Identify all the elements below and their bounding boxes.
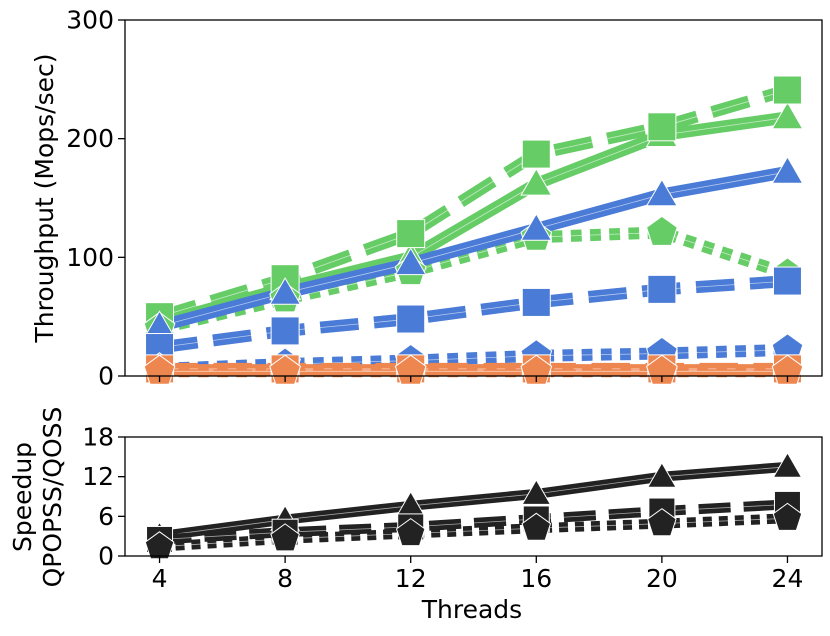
throughput-series-2-line: [157, 84, 790, 323]
throughput-series-1-point: [771, 101, 804, 130]
speedup-plot-area: [144, 451, 803, 560]
throughput-series-5-point: [647, 274, 677, 304]
speedup-series-3-point: [521, 512, 552, 541]
speedup-series-lines: [158, 461, 788, 552]
x-tick-label: 20: [646, 564, 678, 593]
throughput-series-4-point: [394, 247, 427, 276]
throughput-y-axis-title: Throughput (Mops/sec): [30, 53, 59, 343]
x-tick-label: 24: [772, 564, 804, 593]
throughput-series-5-point: [396, 304, 426, 334]
throughput-series-4-point: [520, 213, 553, 241]
speedup-series-3-point: [270, 523, 300, 552]
throughput-series-5-point: [772, 266, 802, 296]
speedup-series-3-point: [647, 508, 677, 537]
speedup-series-3-point: [395, 517, 426, 547]
throughput-series-2-point: [396, 219, 426, 249]
x-axis-title: Threads: [421, 595, 522, 624]
speedup-series-2-guide: [159, 504, 788, 540]
speedup-series-markers: [144, 451, 803, 560]
speedup-y-tick-label: 18: [82, 423, 114, 452]
speedup-x-ticks: 4 8 12 16 20 24: [152, 556, 804, 593]
throughput-y-tick-label: 300: [66, 6, 114, 35]
speedup-y-tick-label: 6: [98, 502, 114, 531]
x-tick-label: 16: [520, 564, 552, 593]
speedup-y-ticks: 0 6 12 18: [82, 423, 125, 571]
throughput-frame: [124, 19, 823, 377]
speedup-frame: [124, 436, 823, 557]
throughput-series-4-point: [269, 277, 302, 305]
x-tick-label: 4: [152, 564, 168, 593]
throughput-series-9-point: [646, 354, 678, 385]
throughput-series-1-point: [520, 167, 553, 196]
x-tick-label: 12: [395, 564, 427, 593]
throughput-series-4-guide: [159, 171, 788, 327]
speedup-panel: 0 6 12 18 4 8 12 16 20 24 Speedup QPOPSS/QOSS Th…: [8, 407, 823, 624]
speedup-series-3-guide: [159, 517, 788, 548]
throughput-series-5-guide: [159, 280, 788, 348]
throughput-series-markers: [143, 75, 804, 385]
throughput-series-9-point: [520, 354, 553, 385]
throughput-series-3-point: [646, 215, 678, 246]
speedup-series-1-point: [772, 451, 803, 478]
throughput-series-2-guide: [159, 89, 788, 318]
throughput-y-ticks: 0 100 200 300: [66, 6, 125, 391]
throughput-series-4-point: [645, 178, 678, 207]
throughput-plot-area: [143, 75, 804, 385]
speedup-y-axis-title-line2: QPOPSS/QOSS: [38, 407, 67, 588]
throughput-series-9-point: [394, 354, 427, 385]
throughput-series-2-point: [521, 139, 551, 169]
throughput-y-tick-label: 0: [98, 362, 114, 391]
throughput-series-9-point: [771, 354, 804, 385]
throughput-series-lines: [157, 84, 790, 378]
throughput-y-tick-label: 100: [66, 243, 114, 272]
speedup-y-axis-title-line1: Speedup: [8, 442, 37, 552]
speedup-series-1-point: [646, 461, 677, 488]
throughput-series-9-point: [143, 354, 176, 385]
speedup-series-1-guide: [159, 466, 788, 537]
throughput-y-tick-label: 200: [66, 124, 114, 153]
throughput-panel: 0 100 200 300 Throughput (Mops/sec): [30, 6, 823, 391]
speedup-series-3-point: [772, 502, 803, 531]
throughput-series-2-point: [647, 112, 677, 142]
speedup-series-1-point: [521, 479, 552, 505]
throughput-series-9-point: [269, 354, 301, 385]
throughput-series-5-point: [270, 316, 300, 346]
throughput-series-2-point: [772, 75, 802, 105]
x-tick-label: 8: [277, 564, 293, 593]
speedup-y-tick-label: 12: [82, 462, 114, 491]
throughput-series-1-line: [157, 111, 789, 329]
throughput-series-5-point: [521, 287, 551, 317]
throughput-series-4-point: [771, 155, 804, 184]
speedup-y-tick-label: 0: [98, 542, 114, 571]
